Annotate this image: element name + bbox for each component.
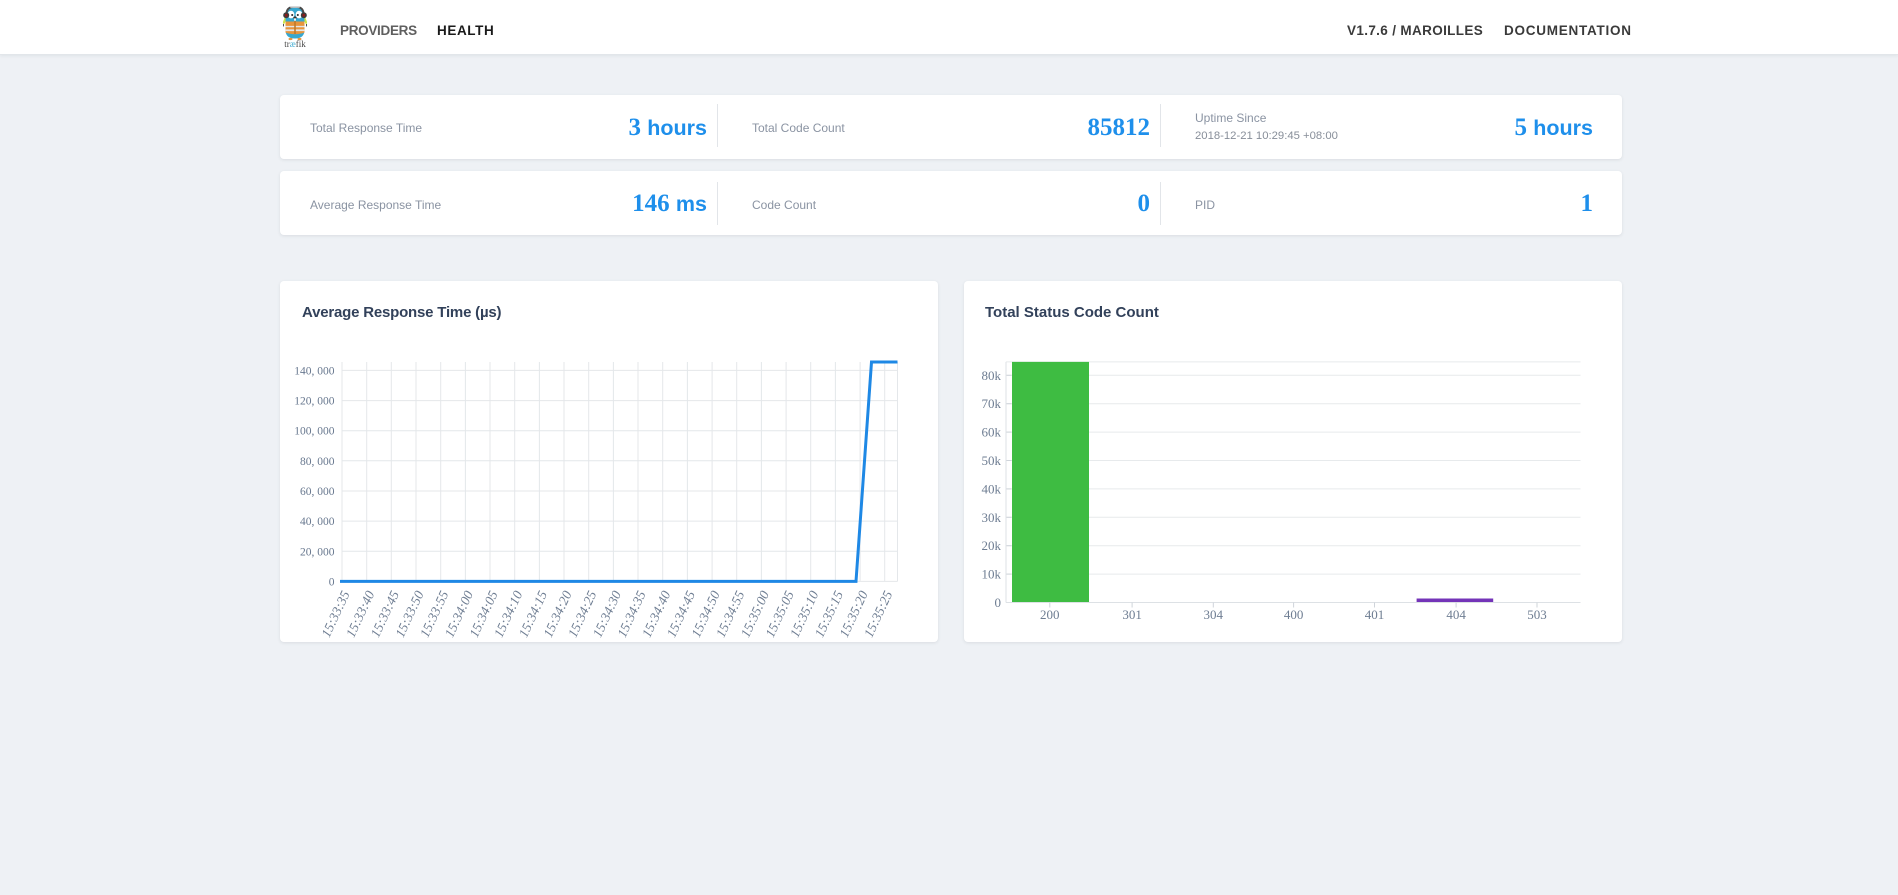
svg-text:301: 301 [1122,607,1142,622]
svg-text:120, 000: 120, 000 [294,396,335,408]
svg-text:10k: 10k [982,567,1002,582]
svg-text:20k: 20k [982,538,1002,553]
svg-text:400: 400 [1284,607,1304,622]
svg-text:0: 0 [329,576,335,588]
svg-text:304: 304 [1204,607,1224,622]
svg-text:40k: 40k [982,481,1002,496]
svg-text:404: 404 [1446,607,1466,622]
svg-text:140, 000: 140, 000 [294,365,335,377]
svg-text:80k: 80k [982,368,1002,383]
svg-text:80, 000: 80, 000 [300,456,335,468]
svg-text:træfik: træfik [284,39,306,48]
svg-text:30k: 30k [982,510,1002,525]
svg-text:0: 0 [995,595,1002,610]
svg-text:60k: 60k [982,425,1002,440]
svg-text:503: 503 [1527,607,1547,622]
svg-text:401: 401 [1365,607,1385,622]
svg-text:70k: 70k [982,396,1002,411]
svg-text:100, 000: 100, 000 [294,426,335,438]
svg-text:60, 000: 60, 000 [300,486,335,498]
svg-text:200: 200 [1040,607,1060,622]
svg-text:40, 000: 40, 000 [300,516,335,528]
svg-text:20, 000: 20, 000 [300,546,335,558]
svg-text:50k: 50k [982,453,1002,468]
